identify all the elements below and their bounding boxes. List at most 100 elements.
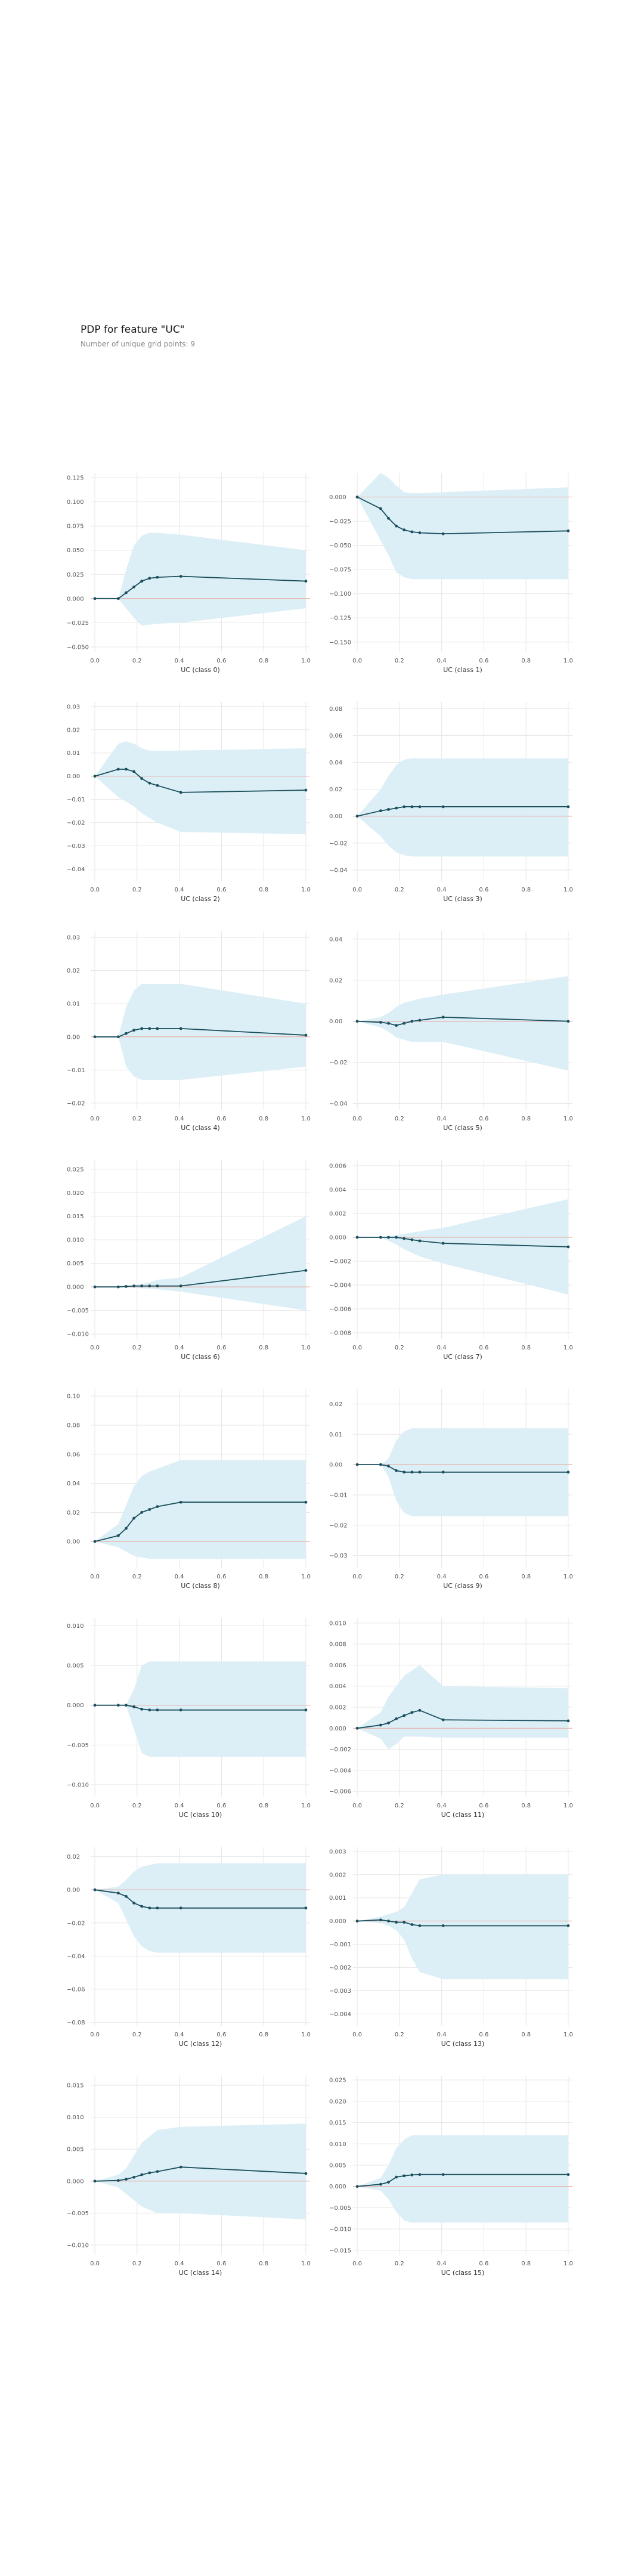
x-tick-label: 0.2: [132, 2032, 142, 2038]
y-tick-label: 0.02: [67, 1510, 80, 1516]
x-tick-label: 0.2: [395, 887, 404, 893]
x-tick-label: 1.0: [301, 658, 311, 664]
x-axis-label: UC (class 11): [441, 1811, 485, 1819]
y-tick-label: 0.005: [329, 2163, 346, 2169]
y-tick-label: 0.00: [67, 1034, 80, 1041]
x-tick-label: 0.4: [175, 1345, 184, 1351]
x-tick-label: 0.8: [521, 1803, 531, 1809]
pdp-point: [402, 528, 406, 532]
y-tick-label: 0.02: [329, 977, 342, 984]
y-tick-label: −0.005: [329, 2205, 351, 2212]
pdp-point: [395, 524, 398, 528]
confidence-band: [95, 2123, 306, 2220]
x-tick-label: 1.0: [301, 1116, 311, 1122]
page-title: PDP for feature "UC": [80, 324, 185, 336]
y-tick-label: 0.006: [329, 1163, 346, 1170]
x-tick-label: 0.8: [521, 1116, 531, 1122]
y-tick-label: 0.02: [329, 787, 342, 793]
x-tick-label: 0.8: [259, 887, 268, 893]
x-tick-label: 0.4: [175, 658, 184, 664]
y-tick-label: 0.020: [329, 2098, 346, 2105]
pdp-point: [93, 1035, 97, 1039]
x-tick-label: 0.8: [521, 2032, 531, 2038]
x-axis-label: UC (class 15): [441, 2269, 485, 2277]
x-tick-label: 0.4: [175, 1116, 184, 1122]
y-tick-label: 0.00: [67, 1539, 80, 1546]
pdp-subplot-class-8: 0.0 0.2 0.4 0.6 0.8 1.0 0.00 0.02 0.04 0.06 0.08 0.…: [67, 1389, 311, 1590]
x-tick-label: 0.6: [479, 2261, 488, 2267]
pdp-point: [395, 806, 398, 810]
x-tick-label: 0.6: [479, 2032, 488, 2038]
pdp-point: [379, 1236, 382, 1239]
x-axis-label: UC (class 1): [443, 666, 482, 674]
pdp-point: [140, 1284, 144, 1287]
pdp-point: [410, 805, 414, 809]
confidence-band: [357, 976, 568, 1071]
x-tick-label: 0.2: [132, 1574, 142, 1580]
pdp-point: [379, 2182, 382, 2186]
pdp-point: [418, 1018, 422, 1022]
pdp-point: [140, 1510, 144, 1514]
pdp-point: [148, 1027, 151, 1030]
x-tick-label: 0.0: [90, 1345, 100, 1351]
pdp-point: [441, 1924, 445, 1927]
x-tick-label: 0.0: [90, 658, 100, 664]
pdp-subplot-class-2: 0.0 0.2 0.4 0.6 0.8 1.0 −0.04 −0.03 −0.02 −0.01 0.…: [67, 702, 311, 903]
x-tick-label: 0.4: [175, 1803, 184, 1809]
y-tick-label: 0.003: [329, 1849, 346, 1855]
y-tick-label: −0.005: [67, 2210, 89, 2217]
y-tick-label: −0.075: [329, 567, 351, 574]
pdp-point: [132, 585, 136, 589]
x-tick-label: 0.0: [90, 1803, 100, 1809]
pdp-point: [418, 1708, 422, 1712]
pdp-point: [179, 1906, 182, 1910]
pdp-subplot-class-15: 0.0 0.2 0.4 0.6 0.8 1.0 −0.015 −0.010 −0.005 0.00…: [329, 2076, 573, 2277]
pdp-point: [116, 597, 120, 600]
y-tick-label: 0.10: [67, 1394, 80, 1400]
x-tick-label: 0.8: [259, 658, 268, 664]
pdp-point: [566, 529, 570, 532]
y-tick-label: 0.010: [67, 1237, 84, 1244]
pdp-point: [402, 1237, 406, 1240]
pdp-point: [379, 507, 382, 510]
pdp-point: [148, 781, 151, 785]
y-tick-label: 0.001: [329, 1895, 346, 1902]
y-tick-label: −0.04: [67, 1953, 85, 1960]
y-tick-label: 0.01: [67, 750, 80, 757]
y-tick-label: 0.010: [67, 2114, 84, 2121]
y-tick-label: 0.010: [329, 2141, 346, 2148]
y-tick-label: −0.150: [329, 639, 351, 646]
x-tick-label: 0.0: [352, 1803, 362, 1809]
pdp-point: [116, 1534, 120, 1537]
pdp-point: [125, 591, 128, 595]
x-tick-label: 0.2: [132, 1116, 142, 1122]
y-tick-label: −0.100: [329, 591, 351, 597]
x-tick-label: 1.0: [564, 658, 573, 664]
pdp-subplot-class-4: 0.0 0.2 0.4 0.6 0.8 1.0 −0.02 −0.01 0.00 0.01 0.02…: [67, 931, 311, 1132]
y-tick-label: −0.02: [67, 1920, 85, 1927]
pdp-point: [132, 1516, 136, 1520]
pdp-subplot-class-11: 0.0 0.2 0.4 0.6 0.8 1.0 −0.006 −0.004 −0.002 0.00…: [329, 1618, 573, 1819]
confidence-band: [357, 1665, 568, 1750]
y-tick-label: −0.02: [329, 1522, 348, 1529]
pdp-point: [156, 784, 159, 787]
y-tick-label: −0.003: [329, 1988, 351, 1995]
x-tick-label: 1.0: [301, 2261, 311, 2267]
x-tick-label: 1.0: [564, 887, 573, 893]
x-tick-label: 0.6: [216, 1574, 226, 1580]
pdp-point: [93, 2179, 97, 2183]
x-axis-label: UC (class 2): [181, 895, 220, 903]
x-axis-label: UC (class 3): [443, 895, 482, 903]
pdp-point: [418, 2173, 422, 2176]
y-tick-label: 0.015: [329, 2120, 346, 2126]
pdp-point: [410, 1238, 414, 1241]
y-tick-label: 0.00: [329, 1018, 342, 1025]
pdp-point: [132, 1705, 136, 1708]
pdp-point: [179, 791, 182, 794]
x-axis-label: UC (class 5): [443, 1124, 482, 1132]
y-tick-label: 0.025: [329, 2077, 346, 2084]
confidence-band: [95, 741, 306, 835]
y-tick-label: −0.02: [329, 1060, 348, 1066]
pdp-point: [125, 1284, 128, 1288]
